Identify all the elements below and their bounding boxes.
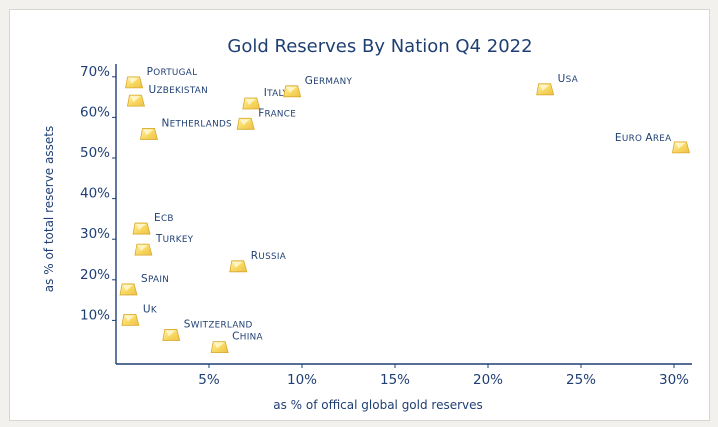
data-point: SWITZERLAND [162, 318, 253, 341]
point-label: GERMANY [305, 75, 353, 87]
data-point: GERMANY [283, 75, 353, 98]
point-label: NETHERLANDS [161, 117, 232, 129]
gold-bar-highlight [143, 129, 154, 136]
gold-bar-highlight [245, 99, 256, 106]
data-point: ECB [132, 212, 174, 235]
x-tick-label: 30% [659, 372, 689, 388]
gold-bar-highlight [539, 84, 550, 91]
x-tick-label: 25% [566, 372, 596, 388]
point-label: ITALY [264, 87, 289, 99]
x-tick-label: 20% [473, 372, 503, 388]
point-label: ECB [154, 212, 174, 224]
chart-card [9, 9, 710, 421]
y-tick-label: 50% [80, 145, 110, 161]
y-tick-label: 10% [80, 307, 110, 323]
data-point: USA [536, 73, 578, 96]
data-point: ITALY [242, 87, 289, 110]
y-axis-label: as % of total reserve assets [42, 126, 56, 292]
gold-bar-highlight [130, 96, 141, 103]
point-label: CHINA [232, 331, 263, 343]
gold-bar-highlight [675, 142, 686, 149]
x-tick-label: 5% [198, 372, 220, 388]
y-tick-label: 60% [80, 104, 110, 120]
point-label: UZBEKISTAN [148, 84, 208, 96]
y-tick-label: 20% [80, 267, 110, 283]
x-tick-label: 15% [380, 372, 410, 388]
point-label: USA [558, 73, 578, 85]
gold-bar-highlight [123, 284, 134, 291]
y-tick-label: 70% [80, 64, 110, 80]
data-point: PORTUGAL [125, 66, 198, 89]
gold-bar-highlight [232, 261, 243, 268]
gold-bar-highlight [136, 224, 147, 231]
data-point: TURKEY [134, 233, 194, 256]
point-label: FRANCE [258, 107, 296, 119]
data-point: RUSSIA [229, 250, 286, 273]
tick-labels: 10% 20% 30% 40% 50% 60% 70% 5% 10% 15% 20% 25% 30% [80, 64, 689, 388]
gold-bar-highlight [128, 77, 139, 84]
chart-title: Gold Reserves By Nation Q4 2022 [227, 36, 532, 57]
gold-bar-highlight [286, 86, 297, 93]
y-tick-label: 30% [80, 226, 110, 242]
point-label: TURKEY [155, 233, 194, 245]
gold-bar-highlight [137, 245, 148, 252]
point-label: SWITZERLAND [184, 318, 253, 330]
point-label: UK [143, 303, 157, 315]
data-point: SPAIN [119, 273, 169, 296]
point-label: PORTUGAL [147, 66, 198, 78]
y-tick-label: 40% [80, 186, 110, 202]
data-points: PORTUGAL UZBEKISTAN NETHERLANDS ITALY GERMAN… [119, 66, 690, 354]
x-tick-label: 10% [287, 372, 317, 388]
point-label: SPAIN [141, 273, 169, 285]
gold-bar-highlight [165, 330, 176, 337]
data-point: UZBEKISTAN [126, 84, 208, 107]
point-label: EURO AREA [615, 132, 672, 144]
axes [115, 64, 692, 365]
gold-bar-highlight [240, 119, 251, 126]
gold-bar-highlight [124, 315, 135, 322]
data-point: NETHERLANDS [140, 117, 232, 140]
x-axis-label: as % of offical global gold reserves [273, 398, 483, 412]
data-point: CHINA [210, 331, 263, 354]
data-point: FRANCE [236, 107, 296, 130]
data-point: EURO AREA [615, 132, 690, 154]
gold-bar-highlight [214, 342, 225, 349]
data-point: UK [121, 303, 157, 326]
point-label: RUSSIA [251, 250, 286, 262]
